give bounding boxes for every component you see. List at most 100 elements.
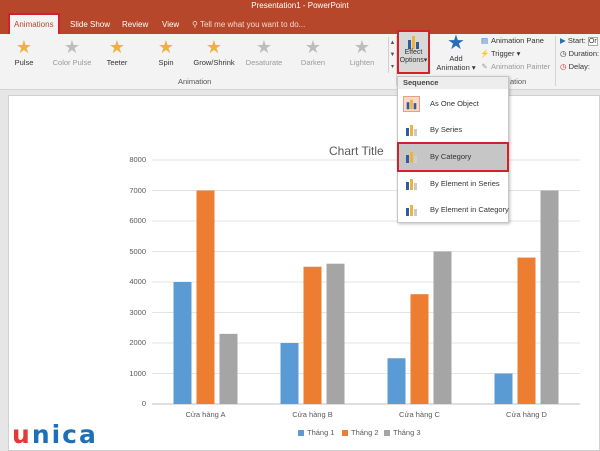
legend-item[interactable]: Tháng 1 <box>298 428 335 437</box>
scroll-up-icon[interactable]: ▲ <box>389 40 396 46</box>
chart-title[interactable]: Chart Title <box>329 144 384 158</box>
sequence-by-series[interactable]: By Series <box>399 117 507 143</box>
group-label-animation: Animation <box>178 77 212 86</box>
gallery-color-pulse[interactable]: ★ Color Pulse <box>48 36 96 72</box>
lightbulb-icon: ⚲ <box>192 20 198 29</box>
y-tick-label: 1000 <box>129 368 146 378</box>
grow-shrink-star-icon: ★ <box>205 37 223 57</box>
by-element-in-category-label: By Element in Category <box>430 205 509 214</box>
ribbon-divider <box>555 36 556 86</box>
chart-gridlines <box>152 159 580 405</box>
by-series-icon <box>406 125 417 136</box>
bar[interactable] <box>433 251 452 405</box>
gallery-lighten[interactable]: ★ Lighten <box>338 36 386 72</box>
sequence-by-element-in-category[interactable]: By Element in Category <box>399 197 509 223</box>
gallery-label: Desaturate <box>245 58 283 67</box>
by-series-label: By Series <box>430 125 463 134</box>
y-tick-label: 5000 <box>129 246 146 256</box>
sequence-by-category[interactable]: By Category <box>397 142 509 172</box>
ribbon-tabs: Animations Slide Show Review View ⚲ Tell… <box>0 12 600 36</box>
bar[interactable] <box>410 294 429 404</box>
tab-view[interactable]: View <box>162 20 180 29</box>
gallery-scrollbar[interactable]: ▲ ▼ ▾ <box>388 37 396 73</box>
sequence-as-one-object[interactable]: As One Object <box>399 91 507 117</box>
x-tick-label: Cửa hàng B <box>292 410 333 419</box>
tell-me-text: Tell me what you want to do... <box>199 20 306 29</box>
x-tick-label: Cửa hàng D <box>506 410 547 419</box>
start-select[interactable]: On <box>587 36 598 46</box>
y-tick-label: 8000 <box>129 155 146 164</box>
desaturate-star-icon: ★ <box>255 37 273 57</box>
as-one-object-icon <box>403 96 420 112</box>
add-animation-button[interactable]: ★ Add Animation ▾ <box>436 32 476 72</box>
bar[interactable] <box>219 333 238 404</box>
gallery-spin[interactable]: ★ Spin <box>142 36 190 72</box>
bar[interactable] <box>540 190 559 405</box>
legend-label: Tháng 2 <box>351 428 379 437</box>
bar[interactable] <box>280 343 299 404</box>
trigger-label: Trigger <box>491 49 515 58</box>
gallery-teeter[interactable]: ★ Teeter <box>93 36 141 72</box>
bar[interactable] <box>326 263 345 404</box>
y-tick-label: 4000 <box>129 277 146 286</box>
ribbon-divider <box>396 36 397 86</box>
by-category-label: By Category <box>430 152 472 161</box>
bar[interactable] <box>196 190 215 405</box>
gallery-pulse[interactable]: ★ Pulse <box>0 36 48 72</box>
tell-me-box[interactable]: ⚲ Tell me what you want to do... <box>192 15 305 34</box>
spin-star-icon: ★ <box>157 37 175 57</box>
gallery-more-icon[interactable]: ▾ <box>390 64 394 70</box>
add-animation-label-1: Add <box>449 54 463 63</box>
timing-delay: ◷ Delay: <box>560 62 590 71</box>
bar[interactable] <box>387 358 406 404</box>
darken-star-icon: ★ <box>304 37 322 57</box>
bar[interactable] <box>303 266 322 404</box>
gallery-label: Lighten <box>349 58 375 67</box>
clock-icon: ◷ <box>560 49 567 58</box>
bar[interactable] <box>494 373 513 405</box>
gallery-desaturate[interactable]: ★ Desaturate <box>240 36 288 72</box>
legend-swatch <box>298 430 304 437</box>
animation-painter-label: Animation Painter <box>491 62 551 71</box>
effect-options-icon <box>407 36 419 49</box>
delay-clock-icon: ◷ <box>560 62 567 71</box>
effect-options-button[interactable]: Effect Options▾ <box>397 30 430 74</box>
unica-logo: unica <box>12 420 98 449</box>
y-tick-label: 2000 <box>129 338 146 347</box>
x-tick-label: Cửa hàng A <box>185 410 226 419</box>
by-category-icon <box>406 152 417 163</box>
start-label: Start: <box>567 36 586 45</box>
tab-slide-show[interactable]: Slide Show <box>70 20 111 29</box>
chevron-down-icon: ▾ <box>516 49 521 58</box>
trigger-button[interactable]: ⚡ Trigger ▾ <box>480 49 520 58</box>
tab-review[interactable]: Review <box>122 20 149 29</box>
y-tick-label: 3000 <box>129 307 146 317</box>
legend-item[interactable]: Tháng 2 <box>342 428 379 437</box>
group-label-advanced-animation: ation <box>510 77 527 86</box>
by-element-in-category-icon <box>406 205 417 216</box>
dropdown-header: Sequence <box>398 77 508 89</box>
gallery-grow-shrink[interactable]: ★ Grow/Shrink <box>190 36 238 72</box>
scroll-down-icon[interactable]: ▼ <box>389 52 396 58</box>
animation-painter-button[interactable]: ✎ Animation Painter <box>480 62 550 71</box>
gallery-label: Spin <box>158 58 174 67</box>
sequence-by-element-in-series[interactable]: By Element in Series <box>399 171 507 197</box>
lightning-icon: ⚡ <box>480 49 490 58</box>
x-tick-label: Cửa hàng C <box>399 410 440 419</box>
gallery-darken[interactable]: ★ Darken <box>289 36 337 72</box>
color-pulse-star-icon: ★ <box>63 37 81 57</box>
y-tick-label: 6000 <box>129 216 146 225</box>
animation-pane-icon: ▤ <box>480 36 489 45</box>
bar[interactable] <box>173 282 192 404</box>
legend-item[interactable]: Tháng 3 <box>384 428 421 437</box>
animation-pane-button[interactable]: ▤ Animation Pane <box>480 36 544 45</box>
gallery-label: Grow/Shrink <box>193 58 235 67</box>
legend-label: Tháng 1 <box>307 428 335 437</box>
bar[interactable] <box>517 257 536 404</box>
effect-options-dropdown: Sequence As One Object By Series By Cate… <box>397 76 509 223</box>
legend-swatch <box>384 430 390 437</box>
tab-animations[interactable]: Animations <box>8 13 60 36</box>
title-bar: Presentation1 - PowerPoint <box>0 0 600 12</box>
teeter-star-icon: ★ <box>108 37 126 57</box>
